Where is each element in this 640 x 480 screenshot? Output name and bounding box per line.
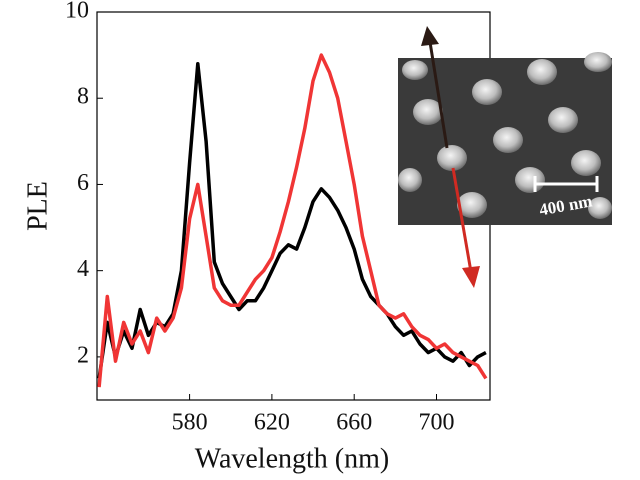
y-tick-label: 2: [77, 342, 89, 368]
y-tick-label: 8: [77, 84, 89, 110]
x-tick-label: 620: [254, 410, 290, 436]
y-tick-label: 4: [77, 256, 89, 282]
y-tick-label: 10: [65, 0, 89, 24]
x-axis-label: Wavelength (nm): [195, 443, 389, 474]
y-tick-label: 6: [77, 170, 89, 196]
y-axis-label: PLE: [22, 181, 53, 231]
inset-image: [398, 52, 612, 225]
x-tick-label: 580: [172, 410, 208, 436]
x-tick-label: 660: [336, 410, 372, 436]
x-tick-label: 700: [419, 410, 455, 436]
series-line: [97, 53, 488, 388]
arrows: [421, 26, 480, 288]
